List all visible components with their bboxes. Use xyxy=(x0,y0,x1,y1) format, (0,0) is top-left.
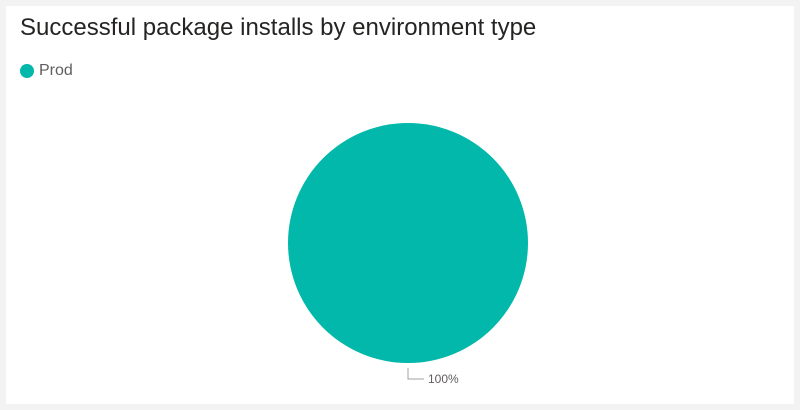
pie-data-labels: 100% xyxy=(407,368,459,386)
leader-line xyxy=(407,368,424,380)
chart-card: Successful package installs by environme… xyxy=(6,6,794,404)
legend-marker-prod xyxy=(20,64,34,78)
legend-label-prod: Prod xyxy=(39,62,73,79)
chart-title: Successful package installs by environme… xyxy=(20,14,537,41)
legend: Prod xyxy=(20,62,73,80)
pie-chart: 100% xyxy=(288,123,528,386)
data-label: 100% xyxy=(428,372,459,386)
pie-slice-prod[interactable] xyxy=(288,123,528,363)
pie-slices xyxy=(288,123,528,363)
